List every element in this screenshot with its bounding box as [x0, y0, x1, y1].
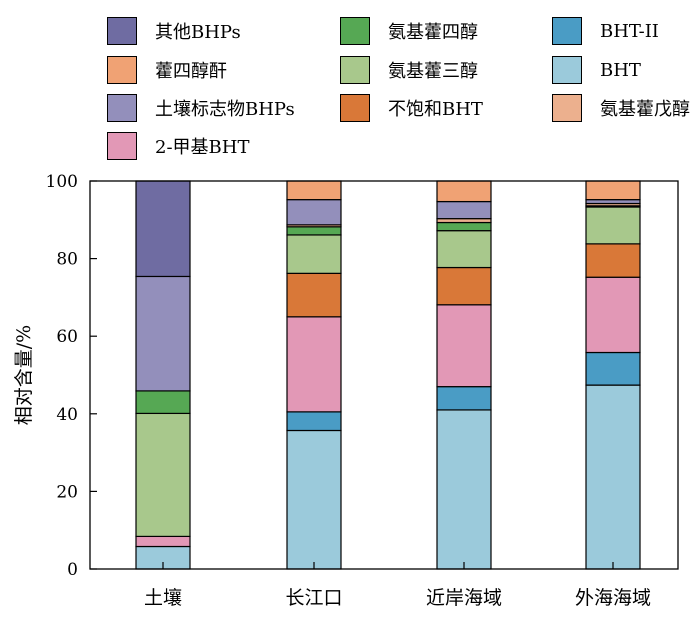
bar-segment [436, 266, 492, 306]
legend-item: 土壤标志物BHPs [107, 93, 295, 123]
legend-label: 其他BHPs [155, 22, 241, 43]
bar-segment [585, 180, 641, 201]
x-tick-label: 长江口 [285, 587, 342, 609]
legend-label: 土壤标志物BHPs [155, 99, 295, 120]
legend-swatch [340, 17, 370, 45]
legend: 其他BHPs 氨基藿四醇 BHT-II 藿四醇酐 氨基藿三醇 BHT 土壤标志物BHPs 不饱… [0, 0, 700, 170]
bar-segment [286, 272, 342, 318]
bar-segment [436, 221, 492, 232]
legend-swatch [340, 56, 370, 84]
legend-swatch [340, 94, 370, 122]
bar-segment [585, 206, 641, 245]
bar-segment [286, 234, 342, 274]
plot-area: 0 20 40 60 80 100 土壤 长江口 近岸海域 外海海域 [46, 172, 679, 609]
bar-segment [436, 200, 492, 220]
x-tick-label: 外海海域 [575, 587, 651, 609]
legend-label: BHT-II [600, 20, 659, 42]
bar-segment [135, 275, 191, 392]
y-axis-label: 相对含量/% [13, 325, 35, 425]
bar-segment [585, 384, 641, 570]
bar-segment [286, 180, 342, 201]
bar-segment [436, 409, 492, 570]
y-tick-label: 60 [56, 327, 78, 347]
bar-segment [585, 351, 641, 386]
legend-swatch [552, 17, 582, 45]
y-tick-label: 20 [56, 482, 78, 502]
y-tick-label: 0 [67, 560, 78, 580]
legend-swatch [552, 94, 582, 122]
legend-item: 氨基藿戊醇 [552, 93, 690, 123]
bar-segment [135, 535, 191, 548]
legend-item: 其他BHPs [107, 16, 241, 46]
legend-swatch [552, 56, 582, 84]
bar-segment [286, 316, 342, 413]
legend-label: 氨基藿三醇 [388, 61, 478, 82]
legend-item: BHT-II [552, 16, 659, 46]
y-tick-label: 100 [46, 172, 78, 192]
bar-segment [585, 276, 641, 354]
legend-label: BHT [600, 59, 641, 81]
legend-item: 不饱和BHT [340, 93, 483, 123]
legend-label: 2-甲基BHT [155, 137, 250, 158]
legend-item: 氨基藿三醇 [340, 55, 478, 85]
bar-segment [135, 390, 191, 415]
bar-segment [286, 411, 342, 432]
bar-segment [436, 304, 492, 388]
y-tick-label: 80 [56, 250, 78, 270]
legend-item: 氨基藿四醇 [340, 16, 478, 46]
bar-segment [436, 386, 492, 411]
bar-segment [286, 429, 342, 570]
legend-swatch [107, 17, 137, 45]
legend-label: 藿四醇酐 [155, 61, 227, 82]
bar-segment [585, 243, 641, 278]
legend-label: 不饱和BHT [388, 99, 483, 120]
x-tick-label: 近岸海域 [426, 587, 502, 609]
legend-swatch [107, 94, 137, 122]
bar-segment [436, 230, 492, 269]
legend-swatch [107, 132, 137, 160]
x-tick-label: 土壤 [144, 587, 182, 609]
bar-segment [286, 199, 342, 226]
bar-segment [286, 226, 342, 236]
bar-segment [135, 412, 191, 538]
plot-frame [89, 180, 679, 570]
legend-swatch [107, 56, 137, 84]
legend-item: BHT [552, 55, 641, 85]
legend-label: 氨基藿戊醇 [600, 99, 690, 120]
bar-segment [135, 180, 191, 278]
legend-item: 藿四醇酐 [107, 55, 227, 85]
bar-segment [436, 180, 492, 203]
y-tick-label: 40 [56, 405, 78, 425]
legend-label: 氨基藿四醇 [388, 22, 478, 43]
legend-item: 2-甲基BHT [107, 131, 249, 161]
